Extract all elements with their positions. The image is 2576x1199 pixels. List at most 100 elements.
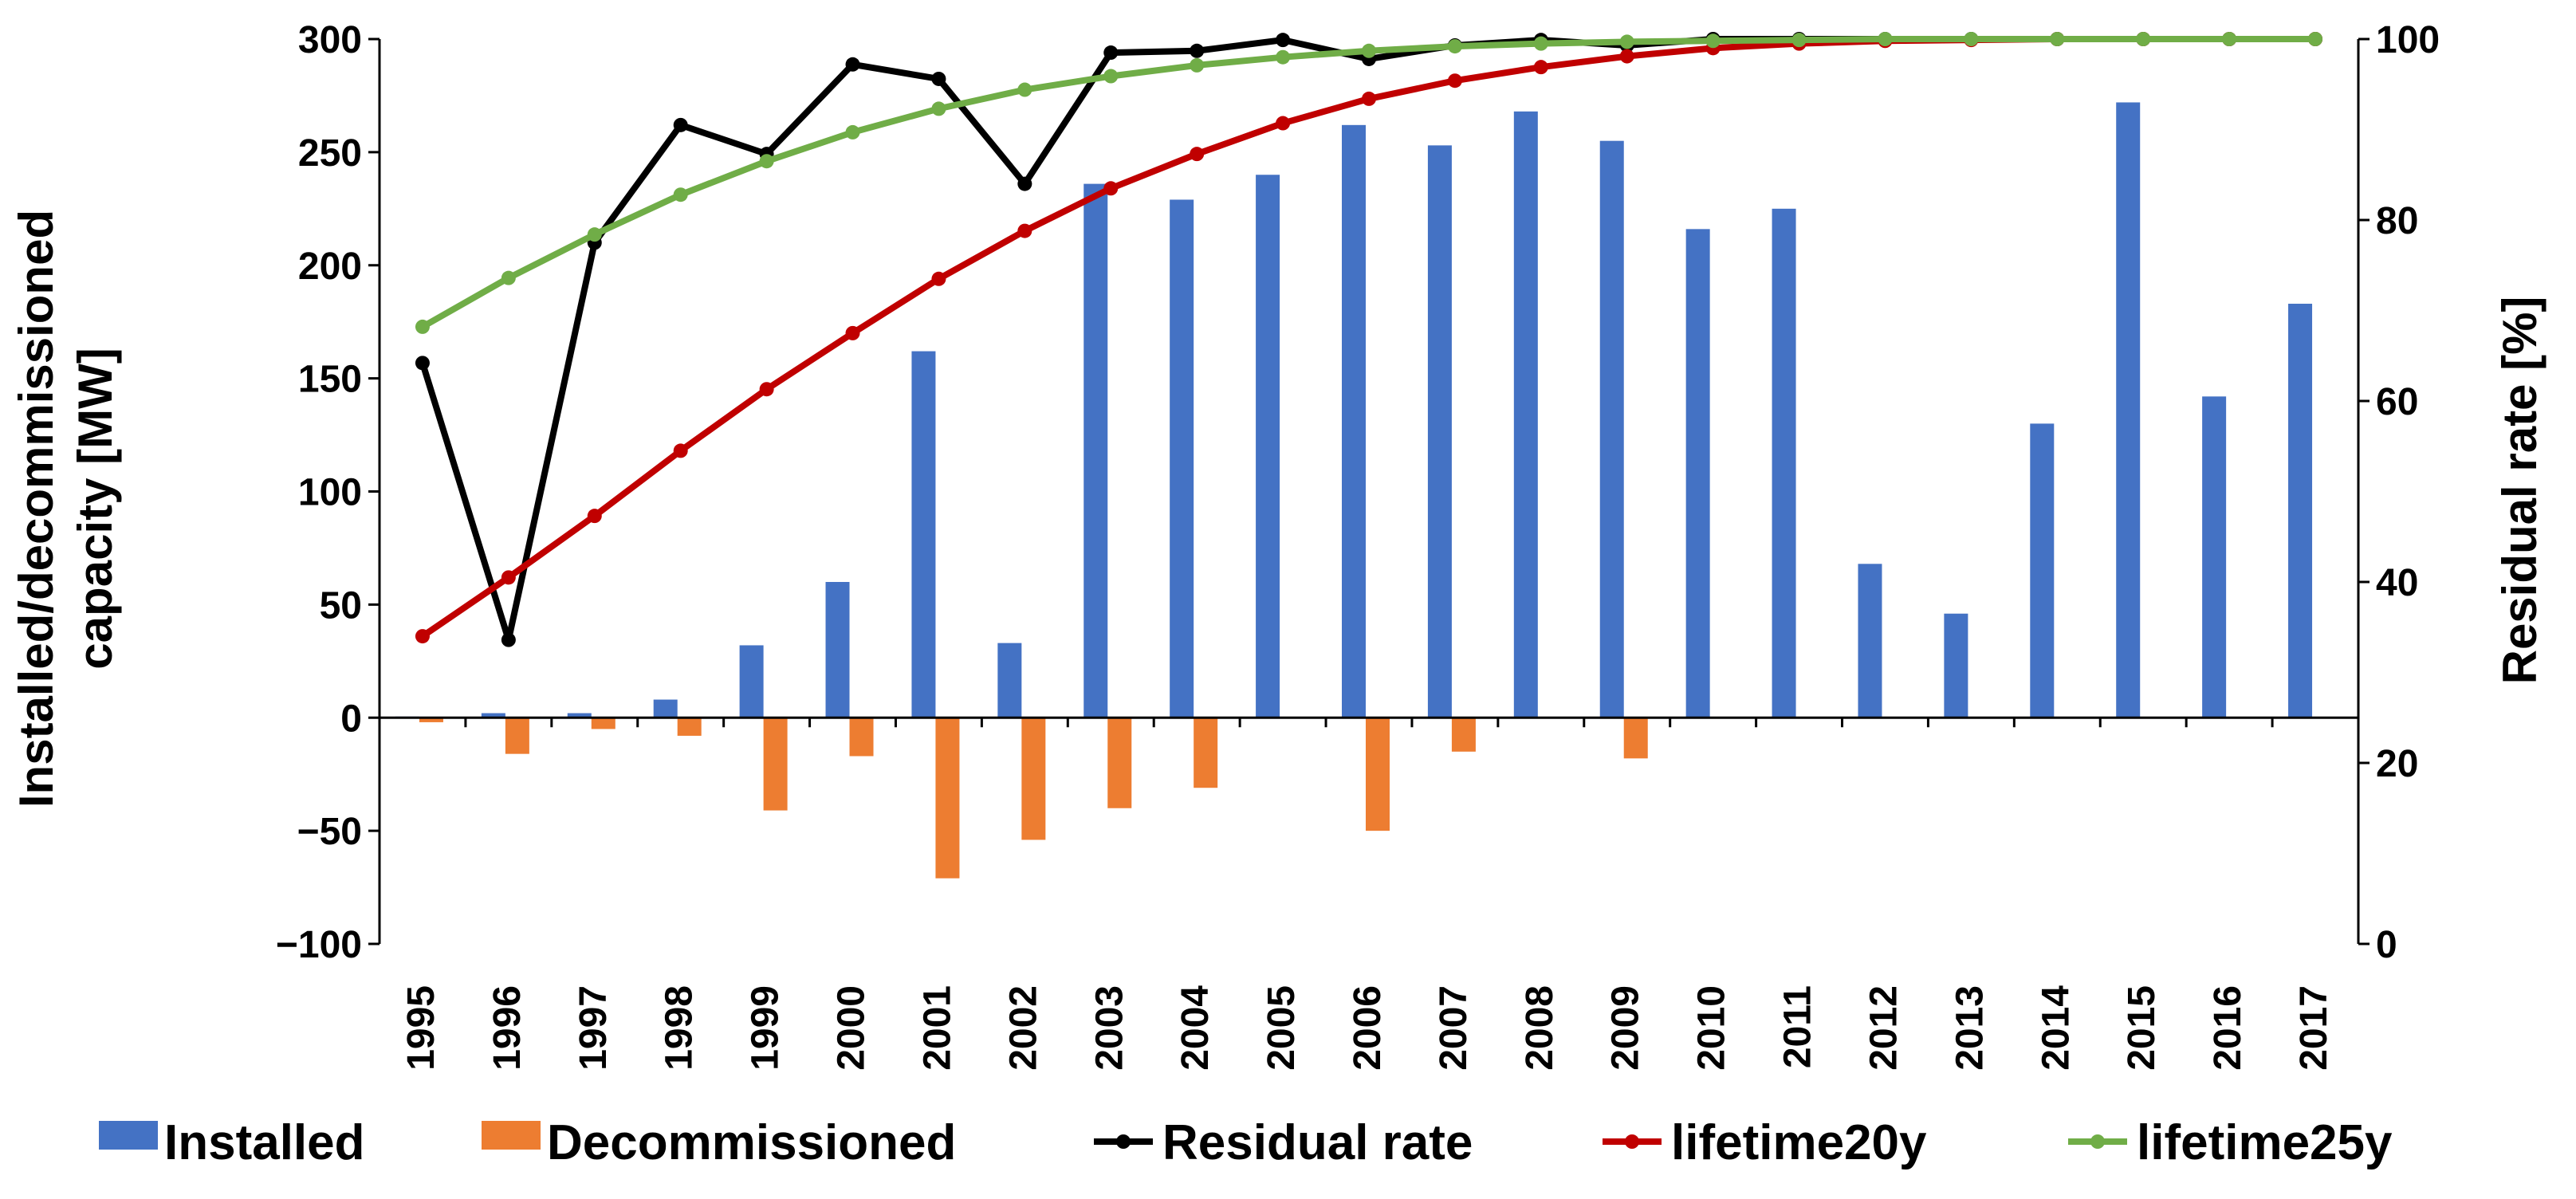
point-lifetime25y-2016 — [2222, 32, 2237, 46]
point-lifetime25y-2012 — [1878, 32, 1893, 46]
legend-marker-residual-rate — [1116, 1134, 1131, 1149]
legend-marker-lifetime25y — [2090, 1134, 2105, 1149]
bar-decommissioned-1997 — [591, 717, 615, 729]
point-lifetime25y-2004 — [1190, 57, 1205, 73]
right-tick-label: 60 — [2376, 381, 2418, 423]
point-lifetime20y-1999 — [759, 382, 774, 397]
right-tick-label: 80 — [2376, 200, 2418, 242]
left-axis-title-line: capacity [MW] — [69, 348, 122, 669]
x-tick-label-2008: 2008 — [1519, 985, 1561, 1071]
bar-decommissioned-2001 — [935, 717, 960, 879]
x-tick-label-2002: 2002 — [1002, 985, 1044, 1071]
x-tick-label-2005: 2005 — [1260, 985, 1303, 1071]
point-residual-rate-2003 — [1103, 45, 1119, 61]
bar-installed-1998 — [653, 699, 678, 718]
point-lifetime20y-1997 — [587, 509, 602, 524]
point-lifetime25y-1998 — [673, 187, 688, 202]
point-lifetime25y-1999 — [759, 154, 774, 169]
right-tick-label: 0 — [2376, 924, 2397, 966]
x-tick-label-1996: 1996 — [486, 985, 529, 1071]
point-lifetime25y-2013 — [1964, 32, 1979, 46]
x-tick-label-1998: 1998 — [659, 985, 701, 1071]
left-tick-label: 100 — [298, 472, 362, 514]
bar-decommissioned-1996 — [505, 717, 529, 754]
x-tick-label-2015: 2015 — [2121, 985, 2163, 1071]
point-lifetime25y-2000 — [845, 124, 860, 140]
point-lifetime20y-2003 — [1103, 181, 1119, 196]
x-tick-label-1995: 1995 — [400, 985, 442, 1071]
axes-layer — [368, 37, 2370, 945]
point-lifetime20y-1995 — [415, 629, 430, 644]
legend-label-lifetime25y: lifetime25y — [2137, 1115, 2393, 1170]
bar-decommissioned-2000 — [849, 717, 874, 757]
x-tick-label-2011: 2011 — [1777, 985, 1819, 1068]
bar-decommissioned-2003 — [1107, 717, 1132, 808]
bar-decommissioned-2009 — [1623, 717, 1648, 759]
x-tick-label-2016: 2016 — [2207, 985, 2249, 1071]
x-tick-label-2004: 2004 — [1174, 985, 1217, 1071]
point-residual-rate-1998 — [673, 117, 688, 132]
bar-installed-2002 — [997, 643, 1022, 718]
bar-installed-2014 — [2030, 423, 2055, 718]
point-lifetime25y-1996 — [501, 270, 516, 285]
line-lifetime25y — [419, 36, 2319, 330]
x-tick-label-2003: 2003 — [1088, 985, 1131, 1071]
bar-installed-1997 — [567, 713, 592, 718]
x-tick-label-2010: 2010 — [1691, 985, 1733, 1071]
left-tick-label: 150 — [298, 359, 362, 401]
point-residual-rate-2001 — [931, 71, 946, 86]
point-lifetime20y-2006 — [1362, 91, 1376, 106]
point-residual-rate-1996 — [501, 632, 516, 647]
point-lifetime25y-2003 — [1103, 69, 1119, 84]
x-tick-label-1999: 1999 — [745, 985, 787, 1071]
bar-installed-2005 — [1256, 175, 1280, 718]
bar-installed-2012 — [1858, 564, 1882, 718]
point-lifetime25y-2002 — [1017, 82, 1032, 97]
point-lifetime20y-2002 — [1017, 223, 1032, 238]
left-tick-label: 0 — [340, 698, 362, 740]
point-residual-rate-2005 — [1276, 33, 1291, 48]
bar-installed-2016 — [2202, 396, 2227, 718]
point-lifetime25y-2006 — [1362, 43, 1376, 58]
x-tick-label-2012: 2012 — [1862, 985, 1905, 1071]
bar-decommissioned-2007 — [1451, 717, 1476, 752]
left-tick-label: −50 — [297, 811, 362, 853]
bar-decommissioned-2004 — [1194, 717, 1218, 788]
x-tick-label-2007: 2007 — [1433, 985, 1475, 1071]
point-lifetime25y-2007 — [1447, 39, 1462, 54]
x-tick-label-1997: 1997 — [572, 985, 615, 1071]
point-lifetime25y-2009 — [1619, 34, 1634, 49]
point-lifetime25y-1997 — [587, 227, 602, 242]
x-tick-label-2009: 2009 — [1605, 985, 1647, 1071]
bar-decommissioned-2002 — [1021, 717, 1046, 840]
legend-label-decommissioned: Decommissioned — [547, 1115, 956, 1170]
point-lifetime20y-1996 — [501, 570, 516, 585]
bar-installed-2001 — [911, 351, 936, 718]
bar-installed-2011 — [1772, 208, 1796, 718]
bar-decommissioned-1995 — [419, 717, 443, 722]
left-tick-label: −100 — [276, 924, 362, 966]
legend-label-residual-rate: Residual rate — [1162, 1115, 1473, 1170]
point-lifetime25y-2011 — [1791, 33, 1807, 48]
point-lifetime25y-2010 — [1705, 33, 1721, 49]
lines-layer — [415, 32, 2323, 647]
bar-decommissioned-2006 — [1366, 717, 1390, 831]
point-lifetime20y-2004 — [1190, 147, 1205, 162]
bar-installed-2015 — [2116, 102, 2141, 718]
point-residual-rate-1995 — [415, 356, 430, 371]
bar-installed-2006 — [1342, 124, 1366, 718]
right-tick-label: 100 — [2376, 19, 2440, 61]
bars-layer — [395, 102, 2313, 879]
legend-marker-lifetime20y — [1625, 1134, 1639, 1149]
bar-installed-1999 — [739, 645, 764, 718]
point-residual-rate-2004 — [1190, 43, 1205, 58]
bar-installed-2010 — [1685, 229, 1710, 718]
left-axis-title: Installed/decommissioned capacity [MW] — [10, 210, 122, 808]
left-tick-label: 200 — [298, 246, 362, 288]
bar-decommissioned-1998 — [677, 717, 702, 736]
point-lifetime25y-2008 — [1533, 36, 1548, 51]
point-lifetime25y-2014 — [2050, 32, 2065, 46]
bar-decommissioned-1999 — [763, 717, 788, 811]
